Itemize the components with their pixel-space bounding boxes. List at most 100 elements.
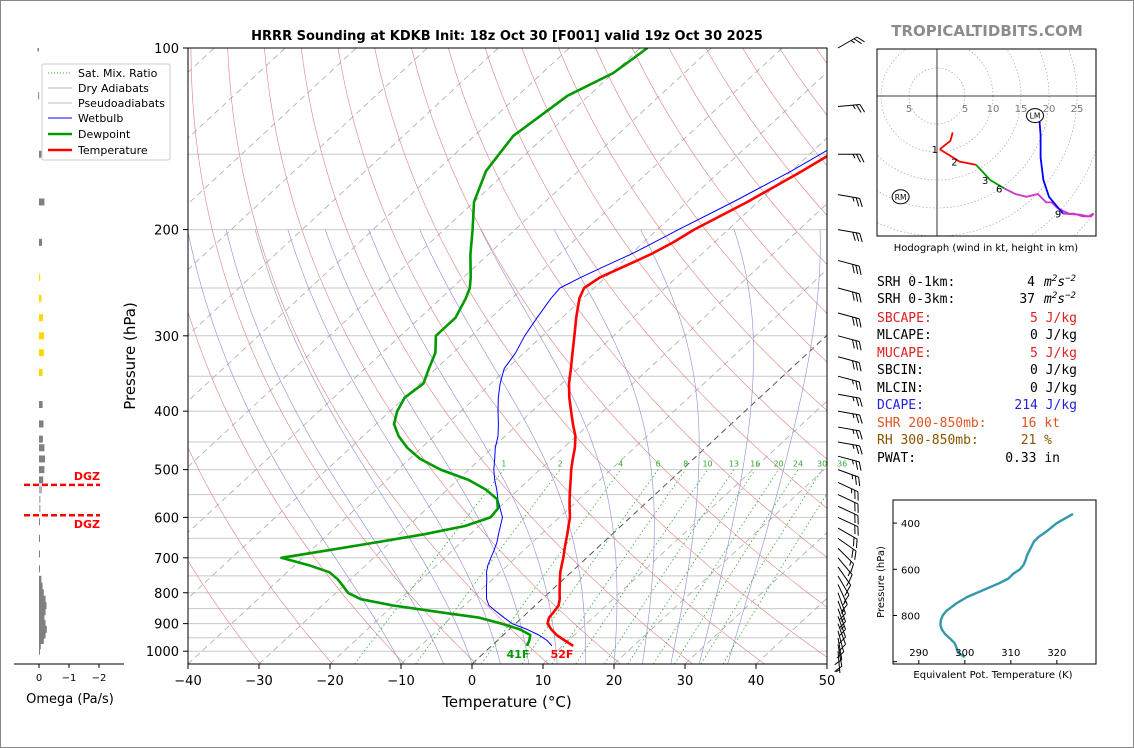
wind-barb bbox=[837, 410, 863, 424]
barb-flag-full bbox=[851, 264, 855, 274]
skewt-data bbox=[280, 48, 827, 647]
moist-adiabat bbox=[324, 229, 530, 664]
barb-flag-full bbox=[851, 339, 855, 349]
barb-flag-half bbox=[852, 104, 856, 110]
srh03-unit: m2s−2 bbox=[1043, 291, 1076, 307]
barb-flag-full bbox=[855, 397, 860, 407]
hodograph-ring-label: 5 bbox=[906, 104, 912, 115]
wind-barb bbox=[837, 229, 863, 243]
shear-value: 16 kt bbox=[1021, 416, 1060, 431]
moist-adiabat bbox=[480, 229, 618, 664]
mixing-ratio-label: 30 bbox=[817, 460, 827, 469]
dry-adiabat bbox=[264, 48, 621, 664]
omega-bar bbox=[39, 420, 44, 428]
wind-barb bbox=[837, 494, 859, 513]
barb-flag-full bbox=[858, 293, 862, 303]
rh-value: 21 % bbox=[1021, 433, 1052, 448]
mixing-ratio-label: 20 bbox=[773, 460, 783, 469]
dcape-label: DCAPE: bbox=[877, 398, 924, 413]
y-axis-label: Pressure (hPa) bbox=[121, 302, 139, 410]
theta-e-ticks: 290 300 310 320 400 600 800 bbox=[893, 519, 1066, 664]
legend-label-dry: Dry Adiabats bbox=[78, 82, 149, 95]
x-tick-label: −40 bbox=[174, 674, 201, 689]
wind-barb bbox=[837, 516, 859, 536]
y-tick-label: 100 bbox=[154, 42, 179, 57]
dry-adiabat bbox=[595, 48, 827, 363]
isotherm-line bbox=[826, 663, 827, 664]
barb-flag-half bbox=[852, 429, 855, 435]
omega-tick-label-2: −2 bbox=[92, 673, 107, 684]
legend-label-dewpoint: Dewpoint bbox=[78, 128, 131, 141]
hodograph-segment bbox=[939, 132, 954, 150]
dry-adiabat bbox=[448, 48, 827, 558]
mixing-ratio-line bbox=[652, 469, 779, 664]
barb-staff bbox=[837, 557, 853, 575]
moist-adiabat bbox=[188, 230, 402, 664]
barb-flag-half bbox=[849, 561, 852, 566]
y-tick-label: 500 bbox=[154, 464, 179, 479]
barb-staff bbox=[837, 630, 845, 653]
barb-flag-full bbox=[859, 414, 863, 424]
barb-flag-full bbox=[855, 361, 859, 371]
hodograph-caption: Hodograph (wind in kt, height in km) bbox=[894, 243, 1079, 254]
barb-staff bbox=[837, 259, 860, 267]
srh03-unit-exp1: 2 bbox=[1052, 291, 1057, 301]
dry-adiabat bbox=[558, 48, 827, 412]
barb-flag-half bbox=[851, 488, 853, 494]
barb-flag-full bbox=[839, 613, 846, 621]
chart-title: HRRR Sounding at KDKB Init: 18z Oct 30 [… bbox=[251, 29, 763, 44]
hodograph-segment bbox=[939, 148, 977, 166]
srh03-unit-s: s bbox=[1057, 292, 1065, 307]
x-tick-label: 40 bbox=[748, 674, 765, 689]
barb-staff bbox=[837, 616, 846, 638]
barb-staff bbox=[837, 547, 854, 565]
theta-e-xlabel: Equivalent Pot. Temperature (K) bbox=[913, 670, 1072, 681]
barb-staff bbox=[837, 537, 857, 552]
y-tick-label: 300 bbox=[154, 330, 179, 345]
barb-flag-full bbox=[858, 477, 861, 487]
mlcin-label: MLCIN: bbox=[877, 381, 924, 396]
theta-e-line bbox=[939, 512, 1074, 659]
barb-flag-full bbox=[854, 502, 856, 512]
omega-bar bbox=[39, 595, 46, 603]
surface-temperature-label: 52F bbox=[551, 648, 574, 661]
barb-staff bbox=[837, 644, 843, 667]
legend-label-temperature: Temperature bbox=[77, 144, 148, 157]
shear-label: SHR 200-850mb: bbox=[877, 416, 987, 431]
mixing-ratio-line bbox=[722, 492, 827, 664]
omega-bar bbox=[39, 575, 42, 583]
omega-bar bbox=[39, 625, 47, 633]
x-tick-label: −10 bbox=[387, 674, 414, 689]
watermark: TROPICALTIDBITS.COM bbox=[891, 22, 1083, 40]
mixing-ratio-label: 4 bbox=[618, 460, 623, 469]
dgz-label-bottom: DGZ bbox=[74, 518, 100, 531]
dry-adiabat bbox=[631, 48, 827, 314]
barb-flag-full bbox=[841, 604, 848, 612]
mixing-ratio-label: 13 bbox=[729, 460, 739, 469]
wind-barb bbox=[837, 312, 862, 328]
omega-bar bbox=[39, 582, 43, 590]
stats-block: SRH 0-1km: 4 m2s−2 SRH 0-3km: 37 m2s−2 S… bbox=[877, 274, 1077, 466]
isotherm-line bbox=[684, 531, 827, 664]
hodograph-height-label: 1 bbox=[932, 145, 938, 156]
dry-adiabat bbox=[188, 447, 333, 664]
theta-e-ytick-label: 400 bbox=[901, 519, 920, 530]
barb-flag-full bbox=[856, 153, 861, 163]
wind-barb bbox=[837, 375, 862, 391]
barb-flag-full bbox=[855, 197, 860, 207]
mixing-ratio-label: 16 bbox=[750, 460, 760, 469]
barb-staff bbox=[837, 229, 860, 234]
dry-adiabat bbox=[300, 48, 693, 664]
x-tick-label: 50 bbox=[819, 674, 836, 689]
barb-flag-half bbox=[852, 444, 855, 450]
barb-flag-half bbox=[847, 571, 851, 577]
barb-staff bbox=[837, 494, 859, 505]
wind-barb bbox=[837, 592, 846, 621]
barb-flag-full bbox=[857, 526, 859, 536]
barb-flag-full bbox=[854, 525, 856, 535]
x-tick-label: 0 bbox=[468, 674, 476, 689]
dry-adiabat bbox=[779, 48, 827, 116]
omega-bar bbox=[39, 349, 44, 357]
omega-bar bbox=[39, 631, 46, 639]
